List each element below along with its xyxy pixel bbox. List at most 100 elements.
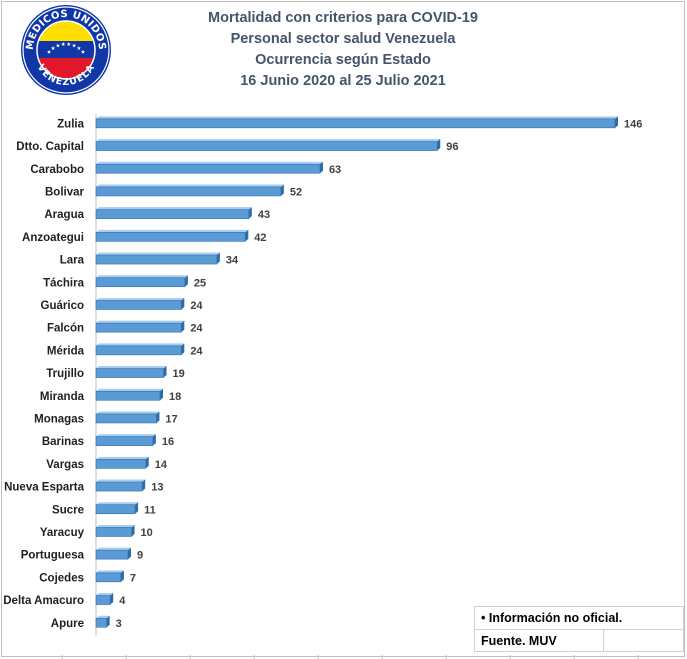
bar-side-face (152, 434, 156, 446)
title-line-1: Mortalidad con criterios para COVID-19 (208, 10, 478, 26)
bar (95, 595, 111, 605)
category-label: Táchira (43, 277, 85, 289)
bar-side-face (110, 593, 114, 605)
logo-blue-band (37, 41, 95, 58)
note-info: • Información no oficial. (475, 607, 683, 630)
bar (95, 232, 246, 242)
value-label: 10 (141, 527, 153, 539)
bar-top-face (96, 184, 284, 187)
logo-star (46, 49, 52, 54)
bar (95, 413, 157, 424)
bar-top-face (96, 343, 185, 346)
bar-top-face (96, 593, 114, 596)
category-label: Delta Amacuro (3, 595, 84, 607)
bar (95, 277, 186, 288)
logo-star (55, 43, 60, 48)
bar (95, 617, 107, 628)
category-label: Guárico (41, 300, 84, 312)
bar-side-face (145, 456, 149, 469)
value-label: 13 (151, 482, 163, 494)
category-label: Vargas (46, 459, 84, 471)
value-label: 25 (194, 277, 206, 289)
category-label: Falcón (47, 323, 84, 335)
bar (95, 368, 164, 378)
chart-title: Mortalidad con criterios para COVID-19 P… (120, 8, 566, 92)
chart-bars (95, 116, 618, 628)
value-label: 7 (130, 572, 136, 584)
category-label: Sucre (52, 504, 84, 516)
bar-side-face (615, 116, 618, 128)
value-label: 43 (258, 209, 270, 221)
value-label: 4 (119, 595, 126, 607)
bar-top-face (96, 116, 618, 119)
bar-side-face (181, 320, 185, 333)
note-info-text: Información no oficial. (488, 611, 623, 625)
value-label: 19 (173, 368, 185, 380)
bar-top-face (96, 161, 323, 165)
category-label: Monagas (34, 413, 84, 425)
bar-side-face (142, 479, 146, 492)
value-label: 14 (155, 459, 168, 471)
value-label: 42 (254, 232, 266, 244)
bar-top-face (96, 547, 131, 551)
logo-star (50, 46, 56, 50)
bar (95, 549, 129, 560)
logo-yellow-band (37, 21, 95, 41)
bar-top-face (96, 297, 185, 301)
bar-side-face (319, 161, 323, 174)
bar (95, 459, 147, 469)
value-label: 17 (165, 413, 177, 425)
bar-top-face (96, 524, 135, 528)
bar (95, 345, 182, 356)
category-label: Bolivar (45, 186, 85, 198)
category-label: Trujillo (46, 368, 84, 380)
value-label: 146 (624, 118, 642, 130)
logo-star (76, 46, 82, 50)
bar-side-face (106, 615, 110, 628)
value-label: 9 (137, 550, 143, 562)
value-label: 24 (190, 300, 203, 312)
bar-top-face (96, 139, 441, 142)
bar-top-face (96, 570, 124, 573)
category-label: Anzoategui (22, 232, 84, 244)
bar-top-face (96, 229, 249, 233)
note-divider (603, 630, 604, 652)
title-line-3: Ocurrencia según Estado (255, 52, 431, 68)
category-label: Portuguesa (21, 550, 85, 562)
category-label: Apure (51, 618, 84, 630)
value-label: 3 (116, 618, 122, 630)
bar-top-face (96, 615, 110, 619)
title-line-4: 16 Junio 2020 al 25 Julio 2021 (240, 73, 446, 89)
bar-top-face (96, 207, 252, 210)
bar-top-face (96, 252, 220, 256)
category-label: Nueva Esparta (4, 482, 85, 494)
value-label: 34 (226, 255, 239, 267)
logo-star (61, 41, 66, 46)
logo-red-band (37, 58, 95, 79)
bar (95, 254, 218, 265)
bar-side-face (127, 547, 131, 560)
note-bullet: • (481, 611, 486, 625)
bar-side-face (120, 570, 124, 582)
bar-top-face (96, 456, 149, 460)
logo-star (66, 41, 71, 46)
bar-side-face (280, 184, 284, 196)
logo-star (72, 43, 77, 48)
logo-star (80, 49, 86, 54)
bar (95, 504, 136, 515)
bar (95, 141, 438, 151)
bar-top-face (96, 434, 156, 437)
note-source: Fuente. MUV (481, 634, 557, 648)
category-label: Cojedes (39, 572, 84, 584)
bar-top-face (96, 502, 139, 505)
logo-stars (46, 41, 86, 54)
bar-top-face (96, 320, 185, 324)
title-line-2: Personal sector salud Venezuela (230, 31, 456, 47)
bar-side-face (131, 524, 135, 537)
bar (95, 163, 321, 174)
bar-side-face (181, 297, 185, 310)
bar-side-face (216, 252, 220, 265)
bar-side-face (159, 388, 163, 401)
bar-top-face (96, 411, 160, 414)
